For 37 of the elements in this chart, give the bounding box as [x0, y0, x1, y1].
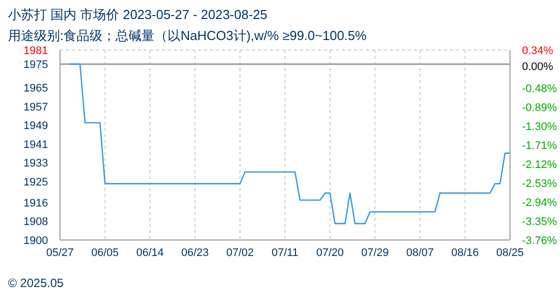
x-tick-label: 07/29 — [361, 246, 389, 259]
y-tick-label: 1908 — [24, 216, 48, 228]
x-tick-label: 05/27 — [46, 246, 74, 259]
x-tick-label: 06/05 — [91, 246, 119, 259]
line-series — [69, 63, 510, 224]
y-tick-label: 1900 — [24, 235, 48, 247]
y2-tick-label: -1.71% — [522, 140, 558, 152]
y-tick-label: 1916 — [24, 197, 48, 210]
y2-tick-label: 0.34% — [522, 45, 554, 57]
x-tick-label: 07/20 — [316, 246, 344, 259]
y-tick-label: 1949 — [24, 120, 48, 132]
y2-tick-label: 0.00% — [522, 60, 554, 73]
x-tick-label: 06/14 — [136, 246, 164, 259]
y2-tick-label: -1.30% — [522, 121, 558, 133]
x-tick-label: 07/11 — [272, 246, 298, 259]
y-tick-label: 1925 — [24, 176, 48, 188]
y2-tick-label: -2.94% — [522, 197, 558, 209]
chart-title: 小苏打 国内 市场价 2023-05-27 - 2023-08-25 — [8, 6, 268, 24]
x-tick-label: 08/16 — [451, 246, 479, 259]
x-tick-label: 06/23 — [181, 246, 209, 259]
y-tick-label: 1975 — [24, 59, 48, 72]
y2-tick-label: -2.53% — [522, 178, 558, 190]
y-tick-label: 1981 — [24, 45, 48, 57]
y2-tick-label: -3.76% — [522, 235, 558, 247]
y-tick-label: 1965 — [24, 82, 48, 95]
chart-subtitle: 用途级别:食品级；总碱量（以NaHCO3计),w/% ≥99.0~100.5% — [8, 27, 367, 45]
y2-tick-label: -2.12% — [522, 159, 558, 171]
y2-tick-label: -3.35% — [522, 216, 558, 228]
x-tick-label: 08/07 — [406, 246, 434, 259]
x-tick-label: 08/25 — [496, 246, 524, 259]
text: © 2025.05 — [8, 276, 64, 290]
y-tick-label: 1933 — [24, 158, 48, 170]
y-tick-label: 1957 — [24, 101, 48, 114]
x-tick-label: 07/02 — [226, 246, 254, 259]
y-tick-label: 1941 — [24, 138, 48, 151]
y2-tick-label: -0.48% — [522, 83, 558, 95]
y2-tick-label: -0.89% — [522, 102, 558, 114]
